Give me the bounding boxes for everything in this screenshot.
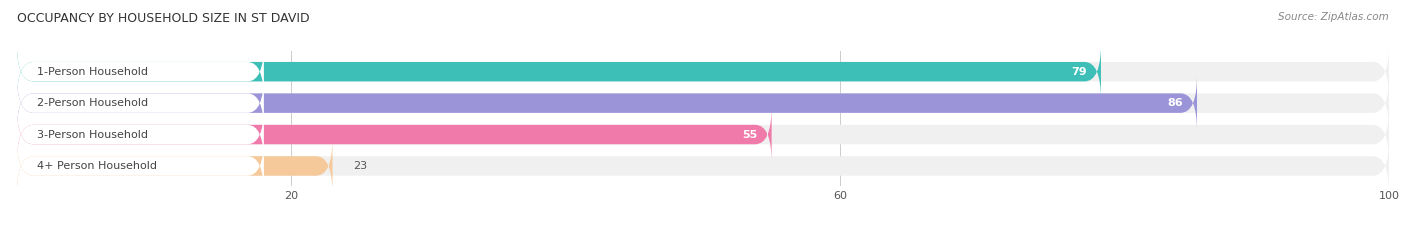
Text: Source: ZipAtlas.com: Source: ZipAtlas.com — [1278, 12, 1389, 22]
FancyBboxPatch shape — [17, 138, 332, 194]
Text: OCCUPANCY BY HOUSEHOLD SIZE IN ST DAVID: OCCUPANCY BY HOUSEHOLD SIZE IN ST DAVID — [17, 12, 309, 25]
FancyBboxPatch shape — [17, 75, 1389, 131]
Text: 79: 79 — [1071, 67, 1087, 77]
FancyBboxPatch shape — [17, 106, 1389, 162]
Text: 23: 23 — [353, 161, 367, 171]
Text: 86: 86 — [1167, 98, 1184, 108]
Text: 2-Person Household: 2-Person Household — [38, 98, 149, 108]
FancyBboxPatch shape — [17, 75, 264, 131]
FancyBboxPatch shape — [17, 75, 1197, 131]
FancyBboxPatch shape — [17, 138, 1389, 194]
Text: 3-Person Household: 3-Person Household — [38, 130, 149, 140]
FancyBboxPatch shape — [17, 44, 1389, 100]
Text: 4+ Person Household: 4+ Person Household — [38, 161, 157, 171]
FancyBboxPatch shape — [17, 106, 772, 162]
FancyBboxPatch shape — [17, 138, 264, 194]
Text: 1-Person Household: 1-Person Household — [38, 67, 149, 77]
Text: 55: 55 — [742, 130, 758, 140]
FancyBboxPatch shape — [17, 44, 264, 100]
FancyBboxPatch shape — [17, 106, 264, 162]
FancyBboxPatch shape — [17, 44, 1101, 100]
